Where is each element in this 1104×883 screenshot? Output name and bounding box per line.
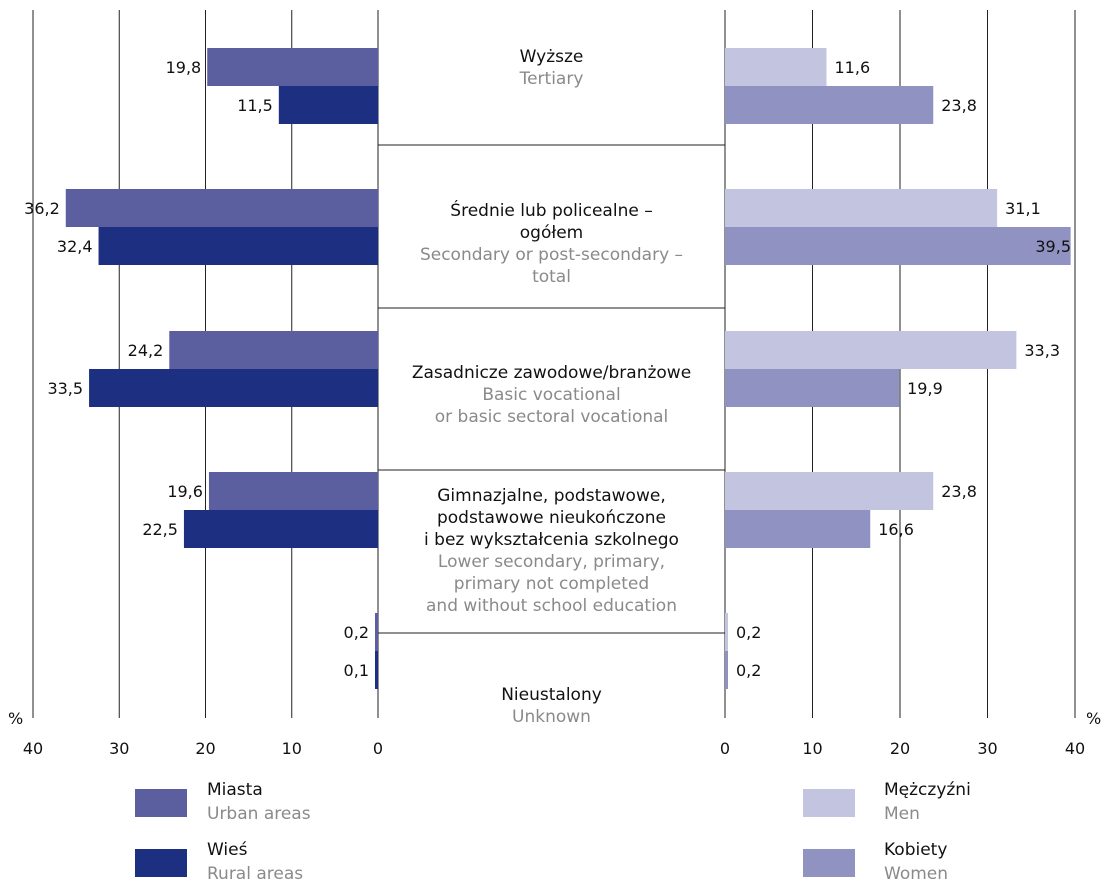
value-label: 39,5: [1035, 237, 1071, 256]
value-label: 33,5: [47, 379, 83, 398]
value-label: 0,2: [736, 623, 761, 642]
category-label: or basic sectoral vocational: [435, 407, 669, 427]
bar-left-s1: [208, 472, 378, 510]
bar-left-s1: [375, 613, 378, 651]
value-label: 22,5: [142, 520, 178, 539]
value-label: 11,6: [835, 58, 871, 77]
unit-label-right: %: [1086, 709, 1101, 728]
bar-right-s2: [725, 510, 871, 548]
category-label: podstawowe nieukończone: [437, 508, 666, 528]
value-label: 31,1: [1005, 199, 1041, 218]
category-label: primary not completed: [454, 574, 649, 594]
value-label: 16,6: [878, 520, 914, 539]
bar-right-s2: [725, 227, 1071, 265]
bar-left-s2: [98, 227, 379, 265]
tick-label-left: 10: [282, 739, 302, 758]
bar-left-s2: [183, 510, 378, 548]
legend-swatch: [135, 849, 187, 877]
legend-label-en: Women: [884, 864, 948, 883]
category-label: Basic vocational: [482, 385, 620, 405]
value-label: 19,9: [907, 379, 943, 398]
value-label: 0,2: [736, 661, 761, 680]
tick-label-left: 30: [109, 739, 129, 758]
bar-right-s1: [725, 189, 998, 227]
legend-label: Mężczyźni: [884, 780, 971, 800]
legend-label: Wieś: [207, 840, 248, 860]
tick-label-right: 0: [720, 739, 730, 758]
tick-label-right: 40: [1065, 739, 1085, 758]
value-label: 33,3: [1024, 341, 1060, 360]
tick-label-left: 40: [23, 739, 43, 758]
category-label: Wyższe: [520, 47, 584, 67]
value-label: 24,2: [128, 341, 164, 360]
bar-left-s1: [65, 189, 379, 227]
category-label: i bez wykształcenia szkolnego: [424, 530, 679, 550]
bar-left-s2: [278, 86, 378, 124]
value-label: 36,2: [24, 199, 60, 218]
legend-label: Miasta: [207, 780, 263, 800]
bar-left-s1: [169, 331, 378, 369]
category-label: Zasadnicze zawodowe/branżowe: [412, 363, 691, 383]
value-label: 0,1: [344, 661, 369, 680]
legend-label-en: Rural areas: [207, 864, 303, 883]
category-label: Secondary or post-secondary –: [420, 245, 683, 265]
category-label: and without school education: [426, 596, 677, 616]
tick-label-left: 20: [195, 739, 215, 758]
legend-label-en: Men: [884, 804, 920, 824]
category-label: Lower secondary, primary,: [438, 552, 665, 572]
tick-label-left: 0: [373, 739, 383, 758]
value-label: 23,8: [941, 482, 977, 501]
tick-label-right: 10: [802, 739, 822, 758]
bar-right-s2: [725, 369, 900, 407]
bar-right-s1: [725, 613, 728, 651]
legend-swatch: [803, 789, 855, 817]
legend-label: Kobiety: [884, 840, 947, 860]
category-label: Średnie lub policealne –: [450, 199, 652, 221]
bar-left-s2: [89, 369, 378, 407]
value-label: 19,6: [167, 482, 203, 501]
bar-left-s2: [375, 651, 378, 689]
bar-right-s2: [725, 86, 934, 124]
unit-label-left: %: [8, 709, 23, 728]
bar-left-s1: [207, 48, 378, 86]
category-label: Gimnazjalne, podstawowe,: [437, 486, 665, 506]
value-label: 23,8: [941, 96, 977, 115]
category-label: ogółem: [520, 223, 583, 243]
bar-right-s1: [725, 472, 934, 510]
value-label: 11,5: [237, 96, 273, 115]
value-label: 19,8: [166, 58, 202, 77]
legend-label-en: Urban areas: [207, 804, 311, 824]
bar-right-s1: [725, 48, 827, 86]
category-label: Unknown: [512, 707, 591, 727]
value-label: 0,2: [344, 623, 369, 642]
bar-right-s2: [725, 651, 728, 689]
legend-swatch: [135, 789, 187, 817]
category-label: total: [532, 267, 571, 287]
bar-right-s1: [725, 331, 1017, 369]
category-label: Nieustalony: [501, 685, 602, 705]
category-label: Tertiary: [519, 69, 584, 89]
legend-swatch: [803, 849, 855, 877]
value-label: 32,4: [57, 237, 93, 256]
tick-label-right: 20: [890, 739, 910, 758]
tick-label-right: 30: [977, 739, 997, 758]
